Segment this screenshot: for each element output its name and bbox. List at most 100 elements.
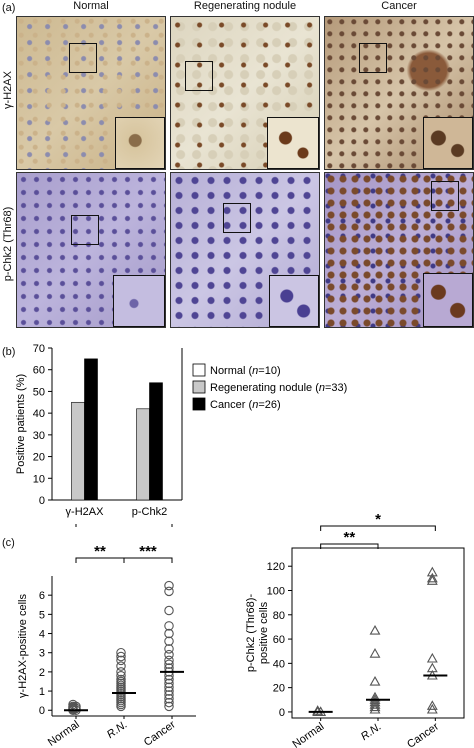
panel-c-label: (c) — [2, 537, 15, 549]
micrograph-normal-p-chk2 — [16, 172, 166, 328]
legend-swatch — [192, 363, 206, 377]
data-point — [369, 696, 381, 707]
row-label-p-chk2: p-Chk2 (Thr68) — [2, 206, 14, 282]
bar — [71, 401, 85, 501]
significance-bracket — [320, 525, 436, 531]
data-point — [369, 699, 381, 709]
legend-swatch — [192, 380, 206, 394]
data-point — [164, 628, 174, 639]
y-tick-label: 40 — [273, 658, 285, 670]
y-tick-label: 10 — [33, 473, 45, 485]
y-tick-label: 80 — [273, 610, 285, 622]
data-point — [164, 697, 174, 708]
y-axis-label: p-Chk2 (Thr68)- — [245, 594, 257, 673]
micrograph-normal-gamma-h2ax — [16, 16, 166, 170]
data-point — [164, 580, 174, 591]
x-tick-label: γ-H2AX — [66, 506, 105, 518]
row-label-gamma-h2ax: γ-H2AX — [2, 71, 14, 109]
data-point — [369, 648, 381, 658]
x-tick-label: Cancer — [405, 720, 441, 748]
legend-label: Regenerating nodule (n=33) — [210, 382, 347, 394]
data-point — [369, 701, 381, 712]
data-point — [116, 647, 126, 658]
data-point — [164, 686, 174, 696]
panel-b-label: (b) — [2, 346, 16, 358]
x-tick-label: R.N. — [105, 719, 130, 741]
data-point — [164, 655, 174, 666]
data-point — [116, 651, 126, 662]
y-tick-label: 60 — [273, 634, 285, 646]
data-point — [68, 699, 78, 710]
data-point — [369, 691, 381, 702]
significance-bracket — [320, 543, 379, 549]
legend-label: Normal (n=10) — [210, 365, 281, 377]
data-point — [116, 670, 126, 681]
x-tick-label: p-Chk2 — [132, 506, 167, 518]
data-point — [164, 682, 174, 692]
legend-label: Cancer (n=26) — [210, 399, 281, 411]
x-tick-label: Normal — [290, 721, 326, 748]
significance-label: ** — [94, 543, 106, 560]
significance-label: ** — [343, 529, 355, 546]
data-point — [116, 655, 126, 666]
column-header-regenerating-nodule: Regenerating nodule — [193, 0, 297, 12]
y-tick-label: 100 — [267, 586, 285, 598]
x-tick-label: Cancer — [142, 718, 178, 748]
scatter-p-chk2: 0 20 40 60 80 100 120 p-Chk2 (Thr68)- positive c… — [245, 511, 465, 748]
data-point — [369, 703, 381, 714]
column-header-cancer: Cancer — [381, 0, 417, 12]
y-tick-label: 1 — [39, 686, 45, 698]
data-point — [312, 705, 324, 715]
y-tick-label: 0 — [39, 705, 45, 717]
data-point — [164, 621, 174, 631]
data-point — [164, 674, 174, 685]
data-point — [116, 674, 126, 685]
data-point — [164, 701, 174, 712]
data-point — [426, 566, 438, 577]
y-axis-label: positive cells — [258, 601, 270, 664]
bar-chart-positive-patients: 0 10 20 30 40 50 60 70 Positive patients (%) γ-H2… — [15, 343, 347, 518]
plot-frame — [291, 547, 465, 719]
y-tick-label: 20 — [33, 452, 45, 464]
y-tick-label: 50 — [33, 386, 45, 398]
y-tick-label: 4 — [39, 629, 45, 641]
bar — [84, 358, 98, 501]
data-point — [164, 644, 174, 654]
x-tick-label: R.N. — [359, 721, 384, 743]
y-tick-label: 5 — [39, 609, 45, 621]
significance-bracket — [123, 557, 173, 563]
y-tick-label: 0 — [39, 495, 45, 507]
data-point — [426, 662, 438, 673]
y-tick-label: 40 — [33, 408, 45, 420]
data-point — [369, 675, 381, 686]
y-axis-label: γ-H2AX-positive cells — [17, 594, 29, 698]
data-point — [116, 661, 126, 671]
y-tick-label: 6 — [39, 590, 45, 602]
y-tick-label: 3 — [39, 648, 45, 660]
bar — [136, 408, 150, 501]
data-point — [164, 690, 174, 700]
data-point — [116, 667, 126, 677]
data-point — [369, 624, 381, 635]
y-axis-label: Positive patients (%) — [15, 374, 27, 474]
y-tick-label: 60 — [33, 365, 45, 377]
data-point — [426, 652, 438, 663]
y-tick-label: 120 — [267, 561, 285, 573]
significance-label: *** — [139, 543, 157, 560]
scatter-gamma-h2ax: 0 1 2 3 4 5 6 γ-H2AX-positive cells Normal R.N. Ca… — [17, 524, 196, 748]
legend-swatch — [192, 397, 206, 411]
data-point — [164, 586, 174, 597]
micrograph-cancer-p-chk2 — [324, 172, 474, 328]
data-point — [164, 678, 174, 689]
y-tick-label: 20 — [273, 683, 285, 695]
y-tick-label: 0 — [279, 707, 285, 719]
significance-label: * — [375, 511, 381, 528]
micrograph-regenerating-nodule-p-chk2 — [170, 172, 320, 328]
y-tick-label: 2 — [39, 667, 45, 679]
data-point — [426, 575, 438, 585]
data-point — [164, 636, 174, 646]
x-tick-label: Normal — [46, 719, 82, 748]
y-tick-label: 70 — [33, 343, 45, 355]
data-point — [164, 693, 174, 704]
panel-a-label: (a) — [2, 2, 16, 14]
